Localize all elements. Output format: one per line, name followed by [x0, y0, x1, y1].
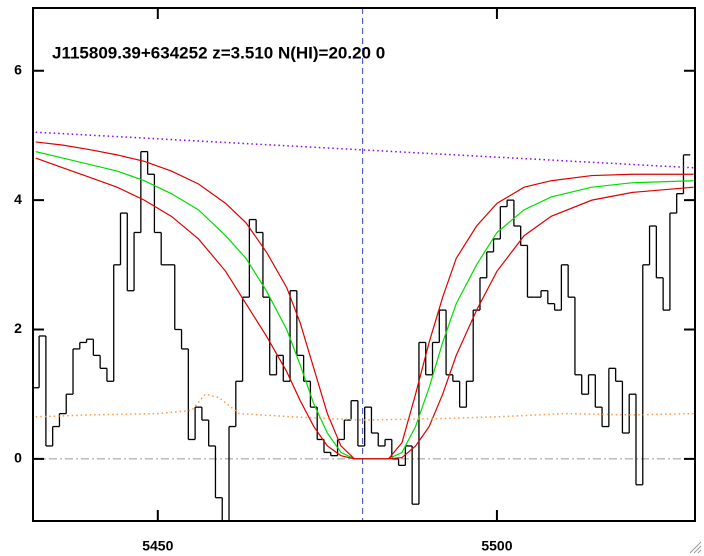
x-tick-label: 5450	[142, 538, 173, 554]
y-tick-label: 4	[14, 191, 22, 207]
model-curve	[35, 141, 694, 460]
dotted-curve	[35, 393, 694, 421]
model-curve	[35, 157, 694, 460]
chart-title: J115809.39+634252 z=3.510 N(HI)=20.20 0	[52, 43, 385, 62]
y-tick-label: 2	[14, 320, 22, 336]
x-tick-label: 5500	[481, 538, 512, 554]
y-tick-label: 6	[14, 61, 22, 77]
model-curve	[35, 151, 694, 460]
dotted-curve	[35, 131, 694, 169]
y-tick-label: 0	[14, 450, 22, 466]
plot-area	[33, 8, 695, 522]
axes-frame	[32, 7, 696, 522]
resize-grip	[689, 541, 702, 554]
